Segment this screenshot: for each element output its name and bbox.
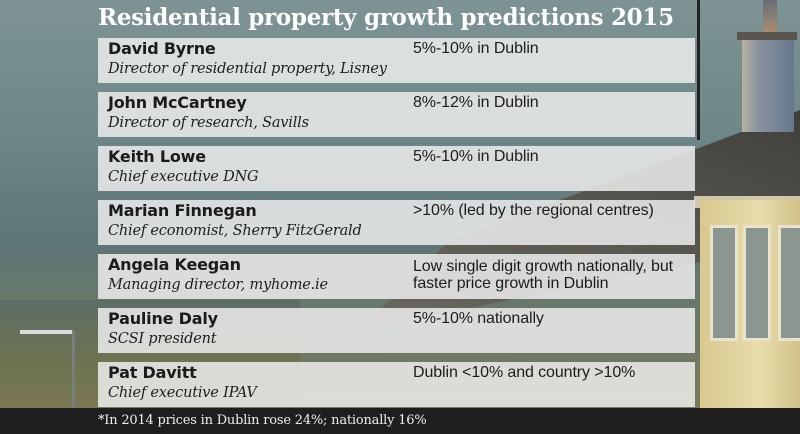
prediction-row: Pat Davitt Chief executive IPAV Dublin <…: [98, 362, 695, 407]
lamp-post: [72, 330, 75, 410]
person-name: Marian Finnegan: [108, 201, 257, 220]
person-role: Chief economist, Sherry FitzGerald: [108, 223, 362, 239]
prediction-row: Keith Lowe Chief executive DNG 5%-10% in…: [98, 146, 695, 191]
window: [710, 225, 738, 341]
prediction-row: Pauline Daly SCSI president 5%-10% natio…: [98, 308, 695, 353]
person-role: Chief executive DNG: [108, 169, 259, 185]
person-name: Pauline Daly: [108, 309, 218, 328]
person-role: Director of residential property, Lisney: [108, 61, 387, 77]
person-name: John McCartney: [108, 93, 247, 112]
chimney-pot: [763, 0, 777, 32]
person-name: Angela Keegan: [108, 255, 241, 274]
prediction-text: 5%-10% nationally: [413, 310, 544, 327]
prediction-text: >10% (led by the regional centres): [413, 202, 654, 219]
person-name: Pat Davitt: [108, 363, 197, 382]
prediction-row: John McCartney Director of research, Sav…: [98, 92, 695, 137]
prediction-row: Marian Finnegan Chief economist, Sherry …: [98, 200, 695, 245]
prediction-row: David Byrne Director of residential prop…: [98, 38, 695, 83]
person-name: Keith Lowe: [108, 147, 206, 166]
street-lamp: [20, 330, 75, 334]
prediction-text: 5%-10% in Dublin: [413, 40, 539, 57]
prediction-text: 5%-10% in Dublin: [413, 148, 539, 165]
window: [778, 225, 800, 341]
prediction-text: 8%-12% in Dublin: [413, 94, 539, 111]
chimney-cap: [737, 32, 797, 40]
window: [743, 225, 771, 341]
prediction-text: Dublin <10% and country >10%: [413, 364, 636, 381]
person-name: David Byrne: [108, 39, 216, 58]
person-role: Chief executive IPAV: [108, 385, 257, 401]
person-role: SCSI president: [108, 331, 217, 347]
chimney: [742, 32, 794, 132]
person-role: Managing director, myhome.ie: [108, 277, 328, 293]
person-role: Director of research, Savills: [108, 115, 309, 131]
footer-band: *In 2014 prices in Dublin rose 24%; nati…: [0, 408, 800, 434]
antenna-pole: [697, 0, 700, 140]
prediction-row: Angela Keegan Managing director, myhome.…: [98, 254, 695, 299]
footnote: *In 2014 prices in Dublin rose 24%; nati…: [98, 413, 427, 428]
prediction-text: Low single digit growth nationally, but …: [413, 258, 673, 292]
infographic-title: Residential property growth predictions …: [98, 4, 674, 31]
